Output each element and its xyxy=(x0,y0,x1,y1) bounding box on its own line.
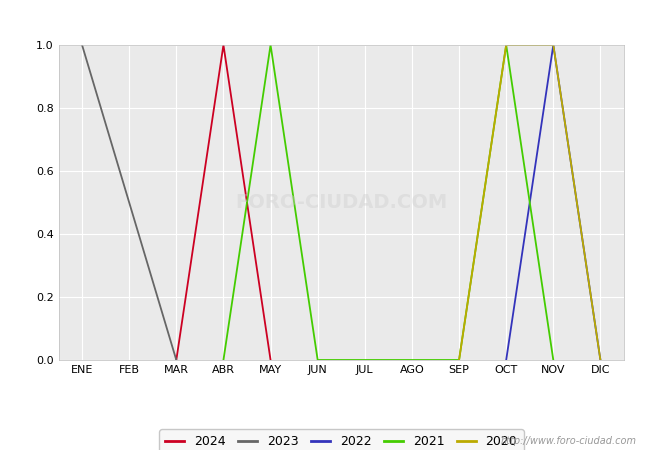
Legend: 2024, 2023, 2022, 2021, 2020: 2024, 2023, 2022, 2021, 2020 xyxy=(159,429,523,450)
Text: FORO-CIUDAD.COM: FORO-CIUDAD.COM xyxy=(235,193,447,212)
Text: Matriculaciones de Vehiculos en Bahabón: Matriculaciones de Vehiculos en Bahabón xyxy=(153,7,497,25)
Text: http://www.foro-ciudad.com: http://www.foro-ciudad.com xyxy=(501,436,637,446)
